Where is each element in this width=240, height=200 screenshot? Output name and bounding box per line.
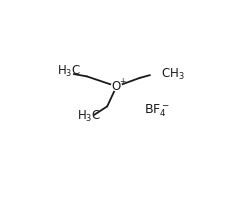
Text: $\mathregular{BF_4^-}$: $\mathregular{BF_4^-}$ — [144, 103, 170, 119]
Text: O: O — [112, 80, 121, 93]
Text: $\mathregular{CH_3}$: $\mathregular{CH_3}$ — [161, 67, 185, 82]
Text: $\mathregular{H_3C}$: $\mathregular{H_3C}$ — [78, 109, 102, 124]
Text: +: + — [119, 77, 126, 86]
Text: $\mathregular{H_3C}$: $\mathregular{H_3C}$ — [57, 63, 81, 79]
Circle shape — [111, 82, 122, 91]
